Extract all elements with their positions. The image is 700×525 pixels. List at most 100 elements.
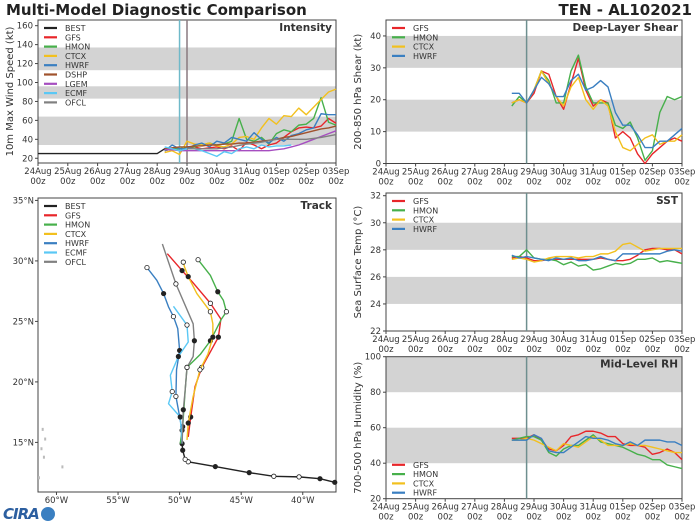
x-tick-label-date: 31Aug <box>233 167 260 177</box>
y-tick-label: 80 <box>22 97 33 107</box>
series-line-best <box>38 148 180 155</box>
panel-rh: 2040608010024Aug00z25Aug00z26Aug00z27Aug… <box>353 353 695 523</box>
x-tick-label-date: 30Aug <box>550 335 577 345</box>
track-marker <box>195 257 201 263</box>
x-tick-label-date: 31Aug <box>579 503 606 513</box>
x-tick-label-hour: 00z <box>556 513 572 523</box>
x-tick-label-date: 26Aug <box>431 335 458 345</box>
x-tick-label-hour: 00z <box>408 178 424 188</box>
shaded-band <box>386 276 682 304</box>
island <box>61 465 64 469</box>
track-marker <box>207 300 213 306</box>
series-line-best <box>181 443 335 484</box>
series-line-dshp <box>164 125 337 150</box>
legend-label: HWRF <box>65 61 89 70</box>
x-tick-label-date: 30Aug <box>203 167 230 177</box>
x-tick-label-date: 27Aug <box>461 503 488 513</box>
series-line-hmon <box>179 259 228 444</box>
x-tick-label-hour: 00z <box>497 178 513 188</box>
x-tick-label-hour: 00z <box>556 345 572 355</box>
x-tick-label-date: 28Aug <box>491 168 518 178</box>
x-tick-label-date: 25Aug <box>402 335 429 345</box>
legend-label: LGEM <box>65 80 88 89</box>
y-tick-label: 40 <box>22 135 33 145</box>
x-tick-label-hour: 00z <box>497 345 513 355</box>
y-tick-label: 140 <box>17 41 33 51</box>
y-tick-label: 15°N <box>13 438 34 448</box>
track-marker <box>180 447 186 453</box>
legend-label: CTCX <box>413 479 435 488</box>
x-tick-label-hour: 00z <box>269 177 285 187</box>
track-marker <box>197 367 203 373</box>
track-marker <box>175 353 181 360</box>
series-line-ecmf <box>164 144 292 158</box>
legend-label: ECMF <box>65 249 88 258</box>
x-tick-label-date: 29Aug <box>520 503 547 513</box>
track-marker <box>161 290 167 297</box>
x-tick-label-date: 30Aug <box>550 168 577 178</box>
x-tick-label-date: 28Aug <box>143 167 170 177</box>
x-tick-label-date: 03Sep <box>323 167 350 177</box>
x-tick-label-date: 24Aug <box>372 168 399 178</box>
y-axis-label: 200-850 hPa Shear (kt) <box>353 34 364 150</box>
x-tick-label-hour: 00z <box>586 345 602 355</box>
shaded-band <box>386 99 682 132</box>
y-tick-label: 20 <box>22 154 33 164</box>
series-line-ecmf <box>167 305 189 444</box>
x-tick-label-hour: 00z <box>438 513 454 523</box>
x-tick-label-hour: 00z <box>467 178 483 188</box>
x-tick-label: 40°W <box>291 496 315 506</box>
x-tick-label-hour: 00z <box>378 178 394 188</box>
y-tick-label: 32 <box>370 192 381 202</box>
series-line-ofcl <box>187 133 337 150</box>
legend-label: DSHP <box>65 71 87 80</box>
legend-label: HMON <box>65 43 90 52</box>
x-tick-label-hour: 00z <box>615 345 631 355</box>
x-tick-label-date: 03Sep <box>669 503 696 513</box>
track-marker <box>144 264 150 271</box>
x-tick-label-date: 02Sep <box>639 503 666 513</box>
track-marker <box>170 313 177 320</box>
legend-label: CTCX <box>65 52 87 61</box>
x-tick-label-date: 02Sep <box>639 168 666 178</box>
island <box>40 447 43 451</box>
track-marker <box>185 420 191 426</box>
y-tick-label: 30 <box>370 64 381 74</box>
track-marker <box>296 474 302 480</box>
x-tick-label-date: 02Sep <box>293 167 320 177</box>
x-tick-label-hour: 00z <box>150 177 166 187</box>
y-tick-label: 20 <box>370 96 381 106</box>
x-tick-label: 45°W <box>229 496 253 506</box>
y-tick-label: 20 <box>370 495 381 505</box>
y-axis-label: 700-500 hPa Humidity (%) <box>353 362 364 494</box>
y-tick-label: 100 <box>17 79 33 89</box>
x-tick-label-hour: 00z <box>586 513 602 523</box>
y-axis-label: Sea Surface Temp (°C) <box>353 206 364 319</box>
storm-id: TEN - AL102021 <box>558 1 693 19</box>
y-tick-label: 22 <box>370 327 381 337</box>
panel-intensity: 2040608010012014016024Aug00z25Aug00z26Au… <box>5 19 350 187</box>
x-tick-label-date: 30Aug <box>550 503 577 513</box>
y-tick-label: 35°N <box>13 196 34 206</box>
x-tick-label-hour: 00z <box>526 178 542 188</box>
legend-label: HWRF <box>413 52 437 61</box>
legend-label: GFS <box>65 33 81 42</box>
track-marker <box>177 414 183 420</box>
x-tick-label-date: 03Sep <box>669 168 696 178</box>
x-tick-label-hour: 00z <box>556 178 572 188</box>
x-tick-label-date: 29Aug <box>173 167 200 177</box>
y-tick-label: 100 <box>365 353 381 363</box>
island <box>42 455 45 459</box>
legend-label: HMON <box>65 221 90 230</box>
x-tick-label-date: 28Aug <box>491 503 518 513</box>
x-tick-label-date: 29Aug <box>520 168 547 178</box>
x-tick-label-date: 24Aug <box>372 503 399 513</box>
x-tick-label-hour: 00z <box>438 345 454 355</box>
x-tick-label-date: 27Aug <box>461 168 488 178</box>
track-marker <box>169 388 175 395</box>
x-tick-label-hour: 00z <box>378 513 394 523</box>
track-marker <box>191 338 197 344</box>
track-marker <box>215 289 221 295</box>
x-tick-label-hour: 00z <box>526 345 542 355</box>
